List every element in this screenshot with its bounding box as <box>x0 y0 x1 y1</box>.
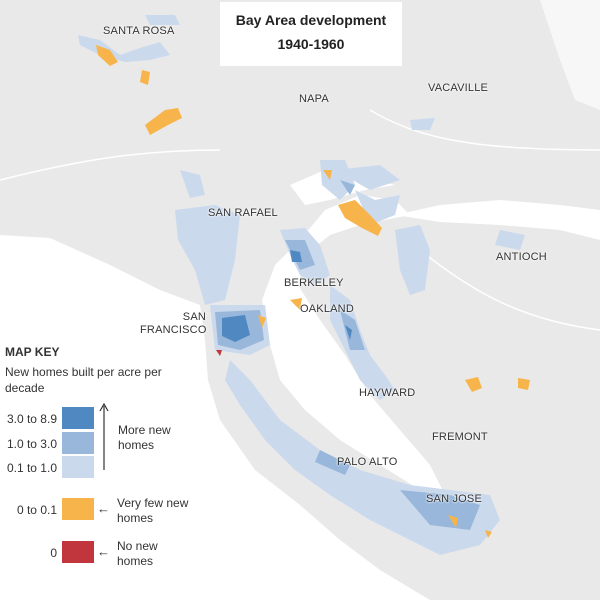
place-label: PALO ALTO <box>337 456 398 468</box>
place-label: VACAVILLE <box>428 82 489 94</box>
valley <box>540 0 600 110</box>
ocean <box>0 235 430 600</box>
no-development <box>216 350 222 356</box>
key-arrow <box>99 402 109 470</box>
title-box: Bay Area development 1940-1960 <box>220 2 402 66</box>
map-subtitle: 1940-1960 <box>277 36 345 52</box>
dense-development <box>215 180 480 530</box>
key-description: New homes built per acre per decade <box>5 365 162 395</box>
delta <box>395 200 600 240</box>
place-label: SAN FRANCISCO <box>140 311 207 336</box>
map-key: MAP KEY New homes built per acre per dec… <box>0 340 210 590</box>
place-label: SAN JOSE <box>426 493 483 505</box>
key-label: 0 <box>50 546 57 560</box>
key-swatch <box>62 498 94 520</box>
place-label: FREMONT <box>432 431 488 443</box>
key-note-arrow: ← <box>97 544 110 559</box>
key-swatch <box>62 456 94 478</box>
place-label: SANTA ROSA <box>103 25 175 37</box>
key-swatch <box>62 407 94 429</box>
key-title: MAP KEY <box>5 345 60 359</box>
bay <box>262 195 445 495</box>
key-note: Very few new homes <box>117 496 189 525</box>
key-note: No new homes <box>117 539 158 568</box>
key-label: 3.0 to 8.9 <box>6 412 57 426</box>
place-label: NAPA <box>299 93 329 105</box>
key-note-arrow: ← <box>97 501 110 516</box>
ridge <box>0 109 600 331</box>
key-label: 1.0 to 3.0 <box>6 437 57 451</box>
densest-development <box>222 250 352 342</box>
key-label: 0 to 0.1 <box>16 503 57 517</box>
place-label: SAN RAFAEL <box>208 207 278 219</box>
map-title: Bay Area development <box>235 12 387 28</box>
key-swatch <box>62 432 94 454</box>
key-label: 0.1 to 1.0 <box>6 461 57 475</box>
place-label: HAYWARD <box>359 387 416 399</box>
place-label: ANTIOCH <box>496 251 547 263</box>
place-label: OAKLAND <box>300 303 354 315</box>
place-label: BERKELEY <box>284 277 344 289</box>
key-swatch <box>62 541 94 563</box>
key-more-label: More new homes <box>118 423 171 452</box>
few-development <box>96 45 530 538</box>
